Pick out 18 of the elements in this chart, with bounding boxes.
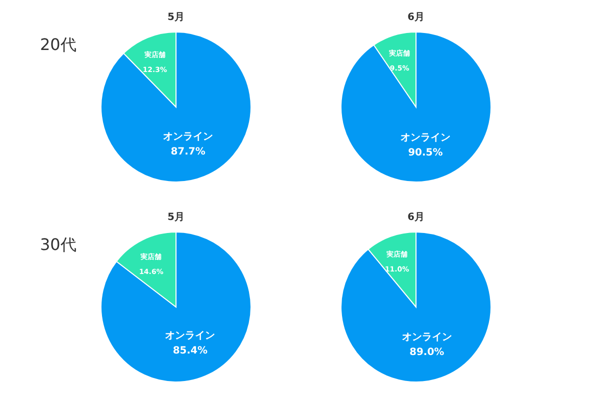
data-label: 85.4% bbox=[172, 346, 208, 357]
text: 30代 bbox=[40, 235, 76, 255]
slice-label: オンライン bbox=[165, 330, 216, 342]
text: 20代 bbox=[40, 35, 76, 55]
pie-slice bbox=[100, 232, 252, 382]
chart-title: 6月 bbox=[408, 12, 424, 23]
chart-title: 5月 bbox=[168, 212, 184, 223]
slice-label: オンライン bbox=[163, 132, 214, 143]
pie-slice bbox=[340, 32, 492, 182]
chart-title: 6月 bbox=[408, 212, 424, 223]
data-label: 89.0% bbox=[409, 347, 444, 358]
slice-label: オンライン bbox=[400, 132, 450, 144]
pie-slice bbox=[340, 232, 492, 382]
slice-label: オンライン bbox=[402, 332, 452, 344]
data-label: 87.7% bbox=[170, 146, 206, 158]
pie-slice bbox=[100, 32, 252, 182]
chart-title: 5月 bbox=[168, 12, 184, 23]
data-label: 90.5% bbox=[408, 148, 443, 159]
